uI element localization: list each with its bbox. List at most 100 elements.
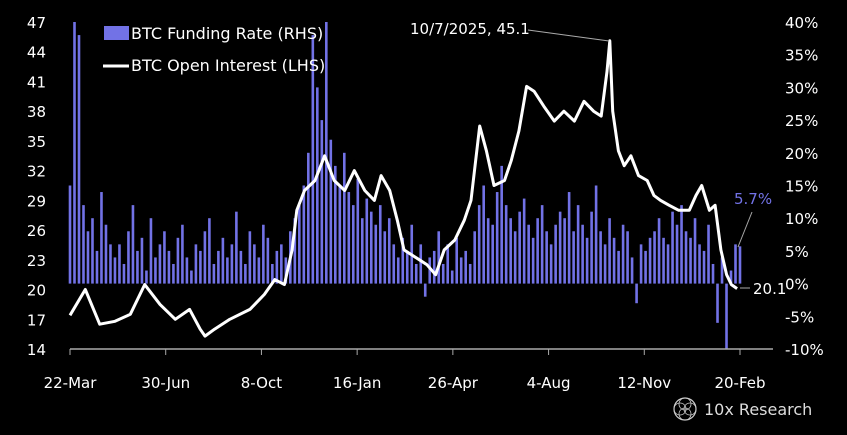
left-tick-label: 14 [27, 341, 46, 359]
funding-bar [311, 35, 315, 284]
funding-bar [590, 211, 593, 284]
funding-bar [675, 224, 679, 284]
funding-bar [262, 224, 265, 284]
funding-bar [378, 205, 382, 284]
funding-bar [558, 211, 562, 284]
funding-bar [432, 250, 436, 284]
funding-bar [239, 250, 243, 284]
left-tick-label: 17 [27, 311, 46, 329]
legend-oi-label: BTC Open Interest (LHS) [131, 56, 325, 75]
funding-bar [127, 231, 130, 284]
funding-bar [698, 244, 701, 284]
funding-bar [325, 22, 328, 284]
funding-bar [387, 218, 391, 284]
funding-bar [136, 250, 139, 284]
funding-bar [167, 250, 171, 284]
funding-bar [293, 218, 297, 284]
peak-leader-line [527, 29, 610, 42]
left-tick-label: 44 [27, 44, 46, 62]
funding-bar [154, 257, 157, 284]
open-interest-line [68, 39, 738, 338]
x-tick-label: 16-Jan [333, 374, 381, 392]
funding-bar [594, 185, 598, 284]
funding-bar [86, 231, 90, 284]
funding-bar [275, 250, 279, 284]
funding-bar [342, 152, 346, 284]
funding-bar [414, 263, 418, 284]
logo-text: 10x Research [704, 399, 813, 419]
right-tick-label: 35% [785, 47, 818, 65]
funding-bar [531, 237, 535, 284]
left-tick-label: 32 [27, 163, 46, 181]
funding-bar [572, 231, 575, 284]
funding-bar [334, 165, 337, 284]
left-tick-label: 35 [27, 133, 46, 151]
funding-bar [441, 263, 445, 284]
funding-bar [405, 250, 409, 284]
left-tick-label: 29 [27, 192, 46, 210]
x-tick-label: 4-Aug [527, 374, 571, 392]
last-funding-annotation: 5.7% [734, 190, 772, 208]
funding-bar [194, 244, 198, 284]
funding-bar [100, 192, 103, 284]
peak-annotation: 10/7/2025, 45.1 [410, 20, 530, 38]
funding-bar [338, 185, 342, 284]
funding-bar [383, 231, 387, 284]
funding-bar [140, 237, 144, 284]
funding-bar [482, 185, 485, 284]
funding-bar [307, 152, 310, 284]
funding-bar [158, 244, 162, 284]
funding-bar [320, 120, 324, 284]
funding-bar [203, 231, 207, 284]
left-tick-label: 47 [27, 14, 46, 32]
funding-bar [118, 244, 121, 284]
funding-bar [671, 211, 674, 284]
funding-bar [374, 224, 378, 284]
funding-bar [729, 270, 733, 284]
funding-bar [392, 244, 396, 284]
funding-bar [109, 244, 112, 284]
funding-bar [104, 224, 108, 284]
funding-bar [199, 250, 202, 284]
right-tick-label: 20% [785, 145, 818, 163]
funding-bar [271, 263, 274, 284]
funding-bar [365, 198, 369, 284]
funding-bar [477, 205, 481, 284]
funding-bar [734, 244, 737, 284]
funding-bar [522, 198, 526, 284]
funding-bar [549, 244, 553, 284]
funding-bar [680, 205, 683, 284]
funding-bar [648, 237, 652, 284]
funding-bar [455, 237, 459, 284]
funding-bar [738, 246, 742, 284]
funding-bar [163, 231, 166, 284]
funding-bar [693, 218, 697, 284]
funding-bar [351, 205, 355, 284]
x-tick-label: 12-Nov [617, 374, 671, 392]
funding-bar [621, 224, 625, 284]
funding-bars [68, 22, 742, 349]
funding-bar [401, 237, 405, 284]
funding-bar [396, 257, 400, 284]
funding-bar [603, 244, 607, 284]
funding-bar [419, 244, 423, 284]
right-tick-label: 10% [785, 210, 818, 228]
funding-bar [82, 205, 85, 284]
funding-bar [540, 205, 544, 284]
funding-bar [635, 283, 638, 304]
funding-bar [280, 244, 283, 284]
right-tick-label: 5% [785, 243, 809, 261]
funding-bar [68, 185, 72, 284]
funding-bar [612, 237, 616, 284]
funding-bar [720, 257, 724, 284]
funding-bar [113, 257, 117, 284]
funding-bar [446, 244, 450, 284]
funding-bar [369, 211, 373, 284]
x-axis-labels: 22-Mar 30-Jun 8-Oct 16-Jan 26-Apr 4-Aug 12-Nov… [44, 374, 766, 392]
funding-bar [576, 205, 580, 284]
right-tick-label: 40% [785, 14, 818, 32]
funding-bar [716, 283, 719, 323]
x-tick-label: 8-Oct [241, 374, 282, 392]
left-tick-label: 41 [27, 73, 46, 91]
funding-bar [428, 257, 432, 284]
